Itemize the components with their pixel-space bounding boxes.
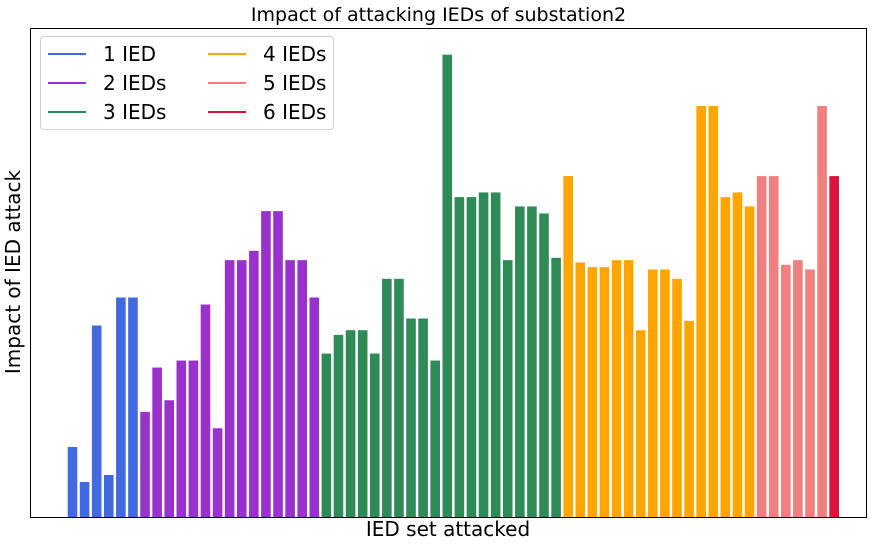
bar-5-3	[781, 264, 791, 517]
bar-3-12	[454, 197, 465, 517]
legend-label: 2 IEDs	[103, 71, 167, 95]
legend: 1 IED 2 IEDs 3 IEDs 4 IEDs 5 IEDs 6 IEDs	[40, 36, 334, 130]
legend-label: 4 IEDs	[263, 42, 327, 66]
legend-swatch	[48, 82, 86, 84]
bar-4-2	[575, 262, 586, 517]
plot-frame	[30, 28, 867, 518]
legend-swatch	[48, 53, 86, 55]
bar-2-10	[249, 250, 259, 517]
bar-1-6	[128, 297, 138, 517]
bar-3-2	[333, 334, 344, 517]
bar-2-11	[261, 211, 271, 517]
bar-3-5	[369, 353, 380, 517]
bar-4-11	[684, 320, 694, 517]
bar-3-19	[539, 213, 549, 517]
bar-3-10	[430, 360, 440, 517]
legend-swatch	[208, 111, 246, 113]
legend-item-4-ieds: 4 IEDs	[208, 41, 326, 67]
legend-item-1-ied: 1 IED	[48, 41, 156, 67]
bar-4-12	[696, 106, 706, 517]
legend-swatch	[48, 111, 86, 113]
legend-label: 3 IEDs	[103, 100, 167, 124]
bar-2-8	[224, 260, 235, 517]
bar-5-5	[805, 269, 815, 517]
x-axis-label: IED set attacked	[365, 517, 531, 541]
bar-3-20	[551, 257, 561, 517]
bar-3-15	[490, 192, 501, 517]
bar-4-7	[635, 330, 646, 517]
bar-2-9	[236, 260, 247, 517]
bar-3-7	[394, 278, 404, 517]
chart-title: Impact of attacking IEDs of substation2	[250, 4, 627, 26]
bar-2-12	[273, 211, 283, 517]
legend-swatch	[208, 53, 246, 55]
bar-2-4	[176, 360, 187, 517]
bar-4-13	[708, 106, 719, 517]
legend-item-6-ieds: 6 IEDs	[208, 99, 326, 125]
bar-2-3	[164, 400, 175, 517]
legend-item-2-ieds: 2 IEDs	[48, 70, 166, 96]
legend-item-5-ieds: 5 IEDs	[208, 70, 326, 96]
bar-4-16	[744, 206, 755, 517]
bar-4-4	[599, 267, 610, 517]
bar-3-9	[418, 318, 428, 517]
bar-4-1	[563, 176, 573, 517]
legend-label: 5 IEDs	[263, 71, 327, 95]
bar-2-13	[285, 260, 295, 517]
bar-2-5	[188, 360, 199, 517]
bar-1-2	[79, 481, 90, 517]
bar-4-8	[648, 269, 658, 517]
bar-4-9	[660, 269, 670, 517]
bar-2-14	[297, 260, 308, 517]
bar-3-11	[442, 54, 453, 518]
bar-3-13	[466, 197, 477, 517]
bar-2-6	[200, 304, 211, 517]
bar-2-15	[309, 297, 320, 517]
bar-3-1	[321, 353, 332, 517]
bars-group	[67, 54, 839, 518]
legend-item-3-ieds: 3 IEDs	[48, 99, 166, 125]
bar-3-3	[345, 330, 356, 517]
bar-5-2	[768, 176, 779, 517]
bar-6-1	[829, 176, 839, 517]
bar-4-5	[611, 260, 622, 517]
bar-2-1	[140, 411, 150, 517]
bar-1-1	[67, 446, 78, 517]
bar-4-3	[587, 267, 598, 517]
legend-label: 1 IED	[103, 42, 157, 66]
bar-3-8	[406, 318, 416, 517]
bar-3-6	[382, 278, 392, 517]
bar-5-6	[817, 106, 827, 517]
bar-3-18	[527, 206, 537, 517]
bar-1-4	[103, 474, 114, 517]
bar-5-4	[793, 260, 803, 517]
y-axis-label: Impact of IED attack	[1, 169, 25, 375]
bar-4-6	[623, 260, 634, 517]
bar-5-1	[756, 176, 767, 517]
bar-2-7	[212, 428, 223, 517]
legend-swatch	[208, 82, 246, 84]
bar-1-3	[91, 325, 102, 517]
bar-4-14	[720, 197, 731, 517]
legend-label: 6 IEDs	[263, 100, 327, 124]
bar-2-2	[152, 367, 162, 517]
bar-3-4	[357, 330, 368, 517]
bar-3-16	[502, 260, 513, 517]
bar-3-17	[515, 206, 525, 517]
bar-4-10	[672, 278, 682, 517]
bar-3-14	[478, 192, 489, 517]
bar-4-15	[732, 192, 743, 517]
bar-1-5	[116, 297, 126, 517]
